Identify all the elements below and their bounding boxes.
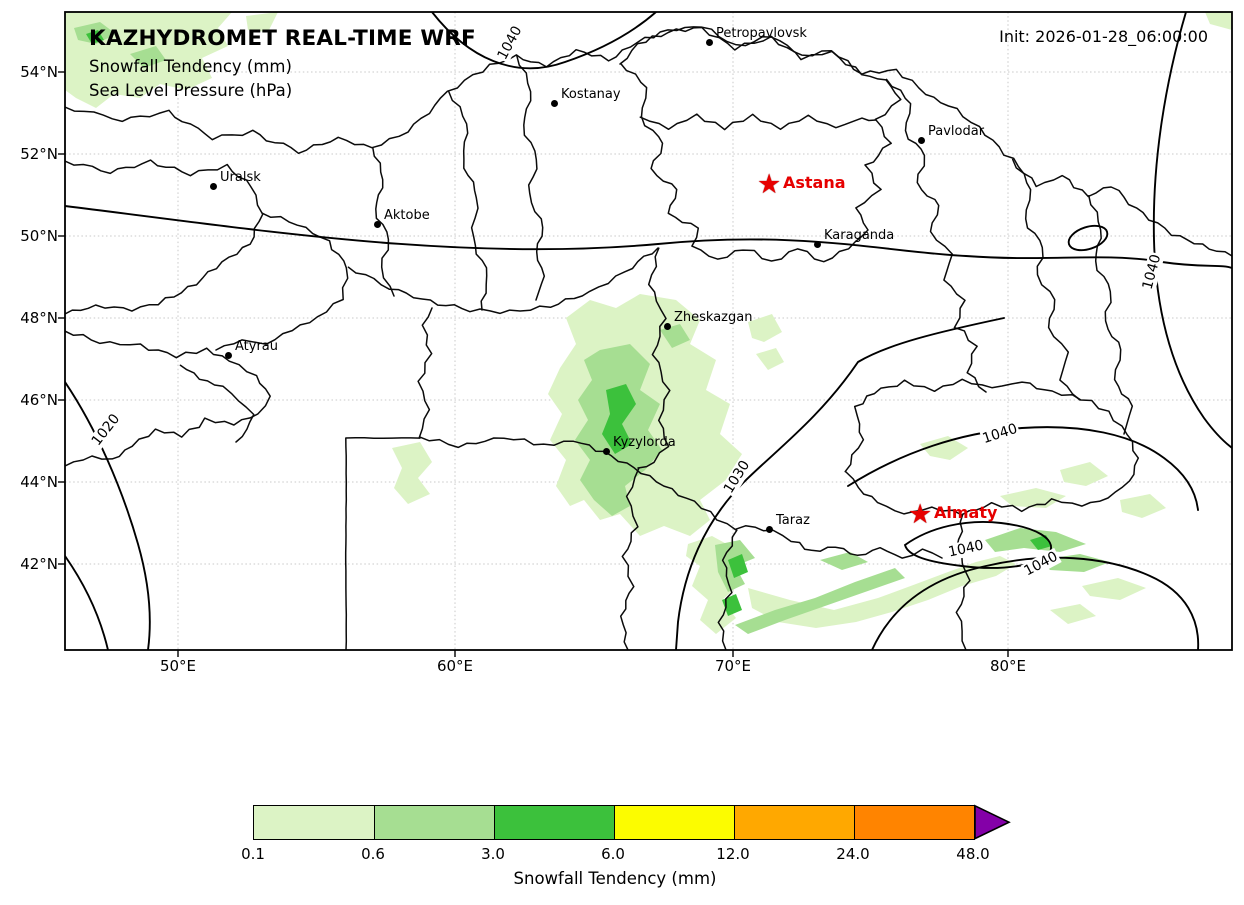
colorbar-tick-label: 0.6 — [361, 845, 385, 863]
colorbar-segment — [734, 806, 854, 839]
map-canvas — [58, 11, 1233, 657]
colorbar-tick-label: 12.0 — [716, 845, 750, 863]
colorbar-tick-label: 6.0 — [601, 845, 625, 863]
colorbar-tick-label: 0.1 — [241, 845, 265, 863]
map-frame — [64, 11, 1233, 651]
colorbar-bar — [253, 805, 975, 840]
region-borders — [65, 26, 1232, 650]
snowfall-shading — [65, 12, 1232, 634]
colorbar-segment — [374, 806, 494, 839]
colorbar-segment — [254, 806, 374, 839]
colorbar-tick-label: 24.0 — [836, 845, 870, 863]
colorbar-segment — [494, 806, 614, 839]
colorbar-segment — [614, 806, 734, 839]
colorbar-segment — [854, 806, 974, 839]
colorbar: Snowfall Tendency (mm) 0.1 0.6 3.0 6.0 12.0 2… — [241, 804, 1013, 905]
axis-ticks — [58, 71, 1009, 657]
colorbar-tick-label: 48.0 — [956, 845, 990, 863]
colorbar-tick-label: 3.0 — [481, 845, 505, 863]
colorbar-title: Snowfall Tendency (mm) — [513, 869, 717, 888]
colorbar-over-arrow — [974, 804, 1011, 840]
